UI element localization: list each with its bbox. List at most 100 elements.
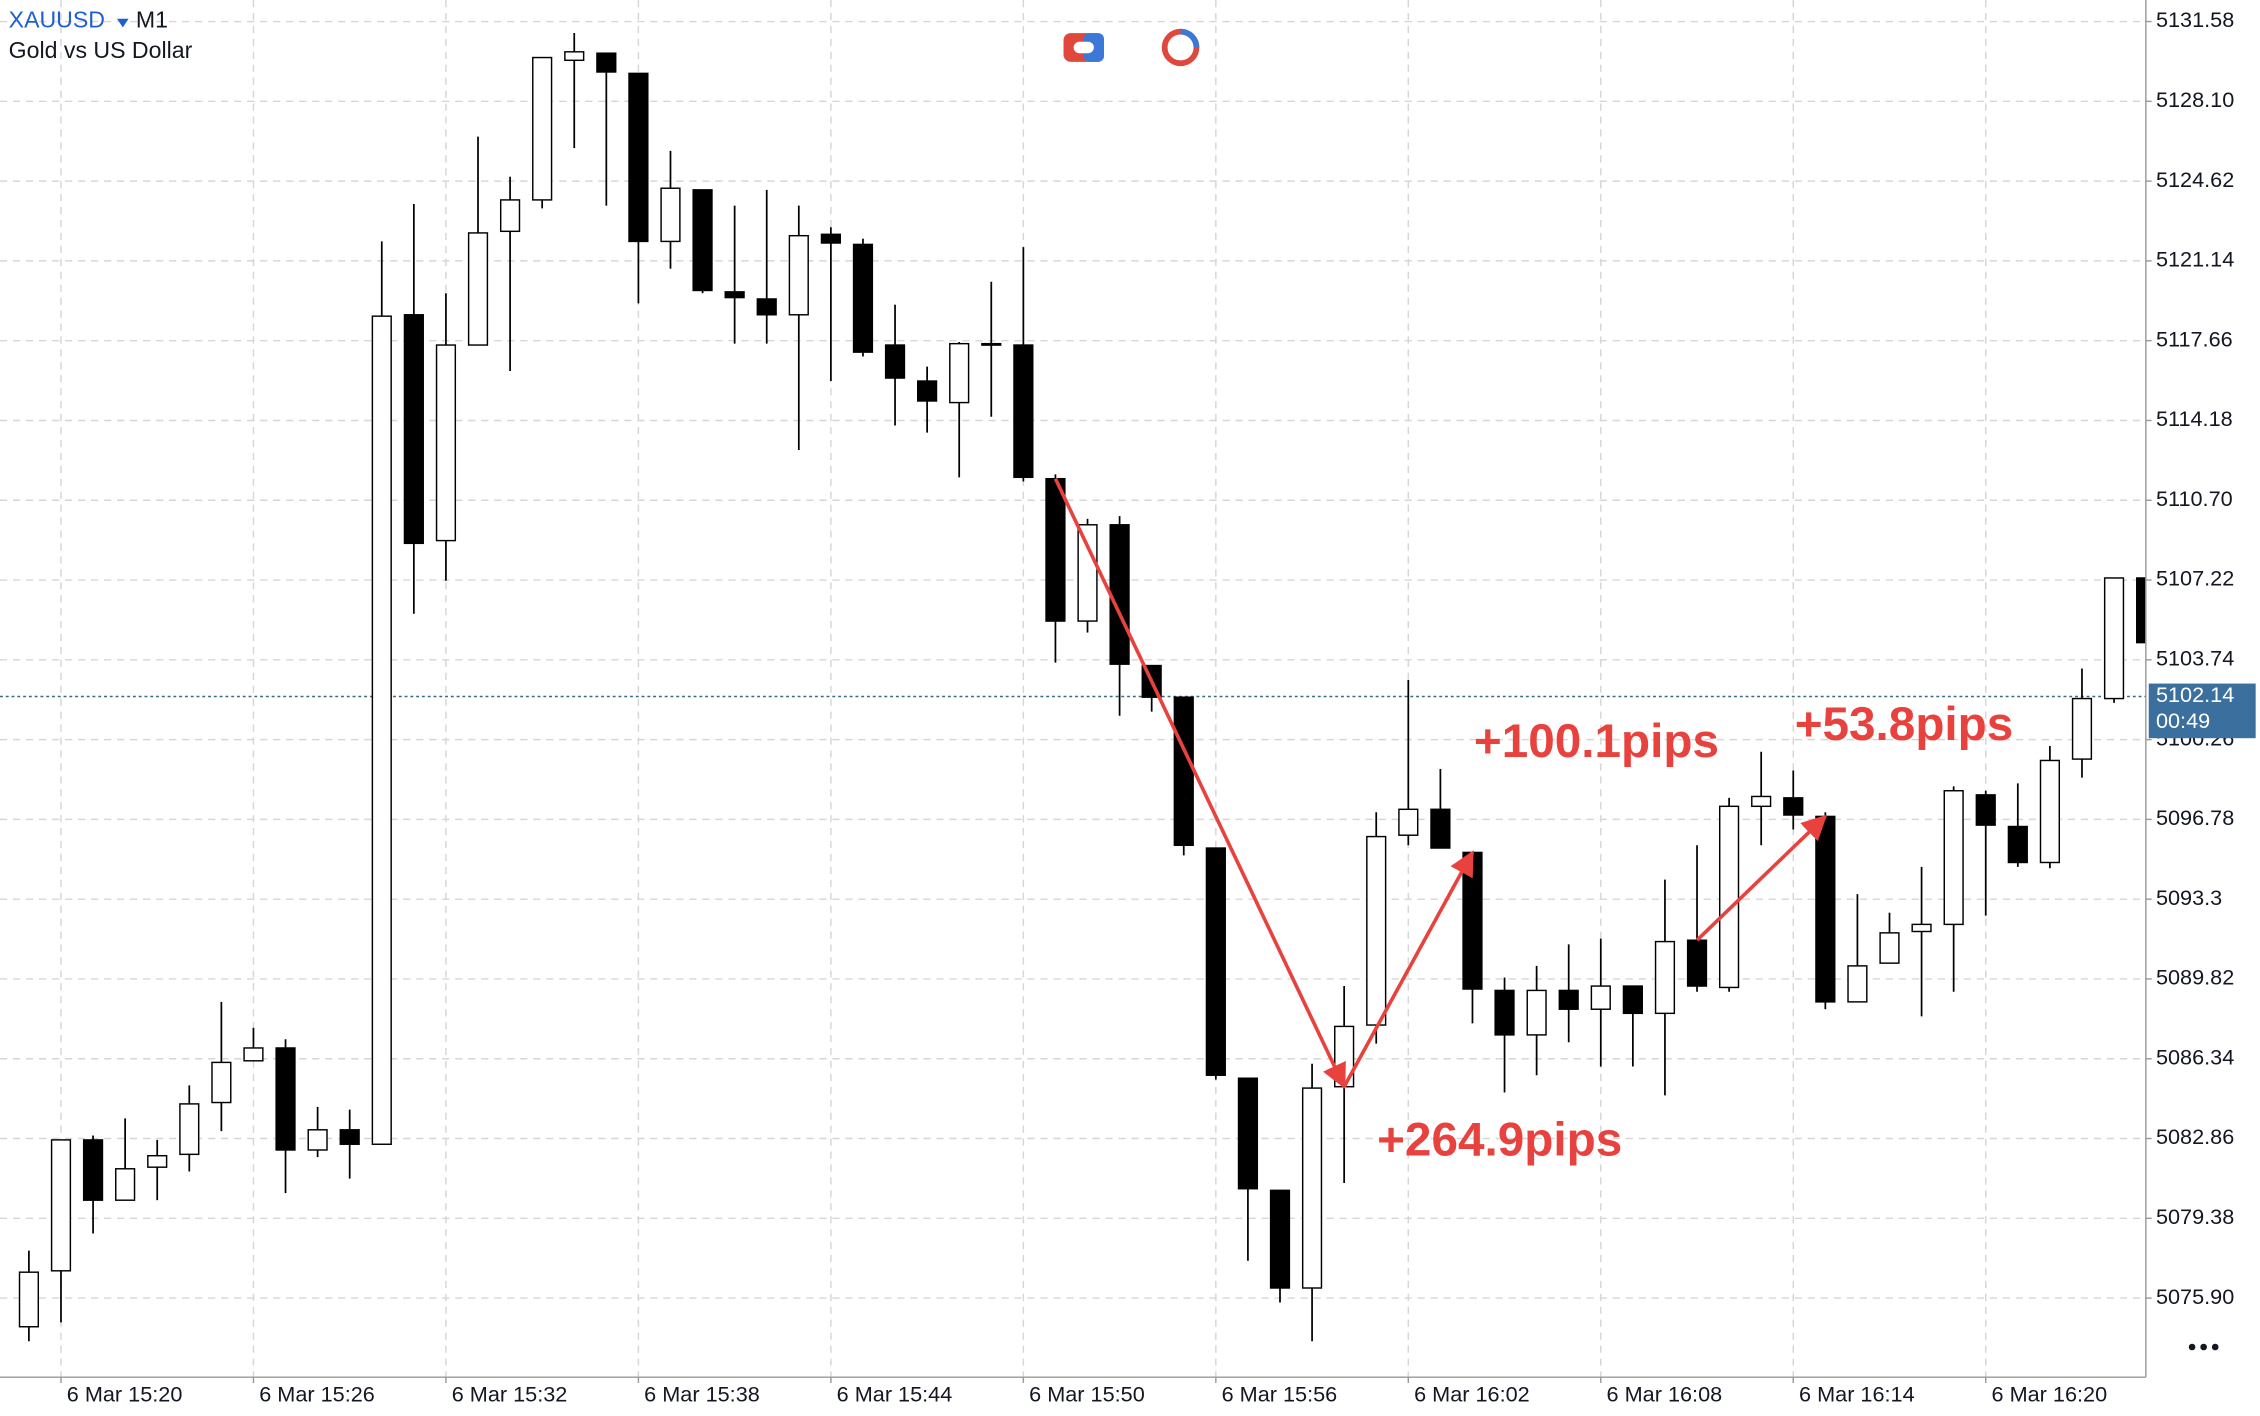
candle-body — [2136, 577, 2146, 644]
candle-body — [2007, 825, 2028, 864]
candle-body — [596, 52, 617, 73]
x-tick-label: 6 Mar 15:32 — [452, 1382, 568, 1407]
candle-body — [243, 1047, 264, 1062]
candle-body — [1173, 696, 1194, 847]
candle-body — [1109, 524, 1130, 665]
y-tick-label: 5093.3 — [2156, 885, 2222, 910]
candle-body — [788, 234, 809, 316]
x-tick-label: 6 Mar 15:26 — [259, 1382, 375, 1407]
candle-body — [1847, 965, 1868, 1003]
candle-body — [692, 189, 713, 292]
candle-body — [435, 344, 457, 542]
annotation-label: +264.9pips — [1377, 1114, 1622, 1167]
candle-body — [564, 51, 585, 62]
candle-body — [467, 232, 489, 346]
candle-body — [1783, 797, 1804, 816]
x-tick-label: 6 Mar 15:38 — [644, 1382, 760, 1407]
candle-body — [1654, 940, 1676, 1015]
candle-body — [1013, 344, 1034, 479]
candle-body — [1366, 835, 1387, 1026]
candle-body — [2103, 577, 2125, 700]
candle-body — [1269, 1189, 1291, 1289]
candle-body — [981, 342, 1002, 346]
toolbar-icon[interactable] — [1063, 33, 1104, 62]
y-tick-label: 5110.70 — [2156, 486, 2233, 511]
y-tick-label: 5079.38 — [2156, 1204, 2234, 1229]
candle-body — [50, 1139, 72, 1272]
y-tick-label: 5082.86 — [2156, 1124, 2234, 1149]
candle-body — [1911, 923, 1932, 933]
y-tick-label: 5114.18 — [2156, 406, 2233, 431]
x-tick-label: 6 Mar 16:08 — [1607, 1382, 1723, 1407]
y-tick-label: 5131.58 — [2156, 7, 2234, 32]
x-tick-label: 6 Mar 16:14 — [1799, 1382, 1915, 1407]
axes: 5075.90 5079.38 5082.86 5086.34 5089.82 5093.… — [60, 7, 2256, 1407]
candle-body — [1558, 989, 1579, 1010]
current-price-box — [2148, 683, 2256, 739]
more-icon[interactable] — [2188, 1343, 2219, 1351]
annotations: +264.9pips +100.1pips +53.8pips — [1053, 477, 2014, 1167]
candle-body — [18, 1271, 40, 1328]
candle-body — [1398, 808, 1419, 836]
candle-body — [1622, 985, 1643, 1015]
countdown-label: 00:49 — [2156, 708, 2210, 733]
y-tick-label: 5103.74 — [2156, 646, 2234, 671]
plot — [0, 33, 2146, 1342]
candle-body — [307, 1129, 328, 1151]
annotation-label: +100.1pips — [1474, 715, 1719, 768]
candle-body — [1943, 790, 1964, 926]
x-tick-label: 6 Mar 15:44 — [837, 1382, 953, 1407]
candle-body — [532, 56, 553, 201]
symbol[interactable]: XAUUSD — [9, 7, 105, 33]
candle-body — [115, 1168, 136, 1201]
y-tick-label: 5124.62 — [2156, 167, 2234, 192]
candle-body — [82, 1139, 104, 1201]
candle-body — [1077, 524, 1098, 622]
candle-body — [1815, 815, 1836, 1003]
y-tick-label: 5086.34 — [2156, 1044, 2234, 1069]
chart-title: Gold vs US Dollar — [9, 37, 193, 63]
y-tick-label: 5075.90 — [2156, 1284, 2234, 1309]
candle-body — [1237, 1077, 1259, 1190]
current-price-label: 5102.14 — [2156, 682, 2234, 707]
candle-body — [179, 1103, 200, 1156]
x-tick-label: 6 Mar 16:02 — [1414, 1382, 1530, 1407]
candle-body — [147, 1154, 168, 1168]
candle-body — [852, 243, 874, 353]
toolbar-icon[interactable] — [1161, 28, 1200, 67]
candle-body — [917, 380, 938, 402]
candle-body — [2071, 697, 2093, 760]
x-tick-label: 6 Mar 15:50 — [1029, 1382, 1145, 1407]
y-tick-label: 5117.66 — [2156, 326, 2233, 351]
candle-body — [2039, 759, 2061, 864]
candle-body — [1718, 805, 1740, 989]
candle-body — [724, 291, 745, 299]
annotation-arrow — [1695, 814, 1828, 942]
candle-body — [1526, 989, 1547, 1036]
candle-body — [756, 298, 777, 316]
x-tick-label: 6 Mar 15:56 — [1222, 1382, 1338, 1407]
candle-body — [339, 1129, 360, 1145]
candle-body — [499, 199, 521, 233]
y-tick-label: 5089.82 — [2156, 965, 2234, 990]
symbol-dropdown-icon[interactable] — [117, 18, 129, 28]
candle-body — [660, 187, 681, 243]
candle-body — [1975, 794, 1996, 826]
candle-body — [1494, 989, 1515, 1036]
timeframe[interactable]: M1 — [136, 7, 168, 33]
candle-body — [371, 315, 392, 1145]
y-tick-label: 5121.14 — [2156, 247, 2234, 272]
candle-body — [275, 1047, 296, 1151]
y-tick-label: 5107.22 — [2156, 566, 2234, 591]
candle-body — [949, 342, 970, 404]
candle-body — [1205, 847, 1226, 1076]
annotation-arrow — [1053, 477, 1346, 1089]
y-tick-label: 5128.10 — [2156, 87, 2234, 112]
candle-body — [1462, 851, 1483, 990]
candle-body — [628, 72, 649, 243]
candle-body — [1430, 808, 1451, 849]
candle-body — [1879, 932, 1900, 964]
annotation-label: +53.8pips — [1795, 698, 2014, 751]
